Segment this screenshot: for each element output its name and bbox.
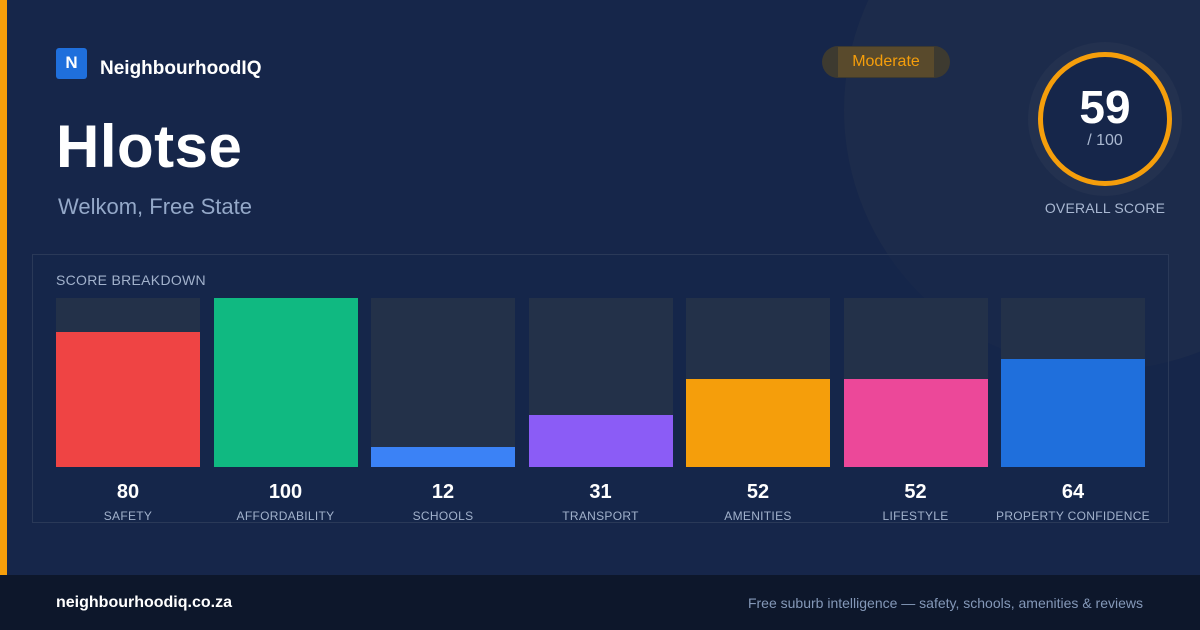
overall-score-label: OVERALL SCORE [1044,200,1166,216]
bar-track-schools [371,298,515,467]
bar-track-affordability [213,298,358,467]
bar-transport [528,414,673,467]
bar-value-safety: 80 [116,481,140,503]
bar-safety [56,331,200,467]
footer-url[interactable]: neighbourhoodiq.co.za [56,594,232,611]
bar-track-transport [528,298,673,467]
bar-affordability [213,298,358,467]
brand-name: NeighbourhoodIQ [100,58,262,79]
bar-label-transport: TRANSPORT [562,509,639,523]
suburb-title: Hlotse [56,113,243,180]
bar-value-amenities: 52 [746,481,770,503]
bar-schools [371,446,515,467]
bar-value-transport: 31 [589,481,612,503]
bar-label-schools: SCHOOLS [412,509,474,523]
overall-score-max: / 100 [1087,132,1123,149]
bar-label-property-confidence: PROPERTY CONFIDENCE [996,509,1150,523]
overall-score-ring [1038,52,1172,186]
bar-amenities [686,379,830,467]
bar-value-affordability: 100 [268,481,303,503]
suburb-region: Welkom, Free State [58,194,252,219]
brand-logo-icon: N [56,47,87,79]
bar-value-property-confidence: 64 [1061,481,1085,503]
footer: neighbourhoodiq.co.za Free suburb intell… [0,575,1200,630]
footer-tagline: Free suburb intelligence — safety, schoo… [747,595,1143,611]
overall-score-value: 59 [1079,81,1131,133]
bar-label-lifestyle: LIFESTYLE [882,509,949,523]
bar-label-affordability: AFFORDABILITY [236,509,335,523]
score-breakdown-panel: SCORE BREAKDOWN 80 SAFETY 100 AFFORDABILITY… [32,254,1169,523]
bar-label-safety: SAFETY [103,509,153,523]
bar-track-property-confidence [1001,298,1145,467]
bar-track-safety [56,298,200,467]
overall-score-gauge: 59 / 100 [1028,42,1182,196]
bar-label-amenities: AMENITIES [724,509,792,523]
brand[interactable]: N NeighbourhoodIQ [56,46,261,80]
rating-badge: Moderate [822,46,950,78]
bar-value-lifestyle: 52 [904,481,927,503]
bar-track-amenities [686,298,830,467]
bar-property-confidence [1001,358,1145,467]
bar-lifestyle [843,379,988,467]
bar-value-schools: 12 [431,481,455,503]
bar-track-lifestyle [843,298,988,467]
rating-badge-label: Moderate [838,47,934,77]
accent-strip [0,0,7,575]
score-breakdown-title: SCORE BREAKDOWN [56,272,206,288]
